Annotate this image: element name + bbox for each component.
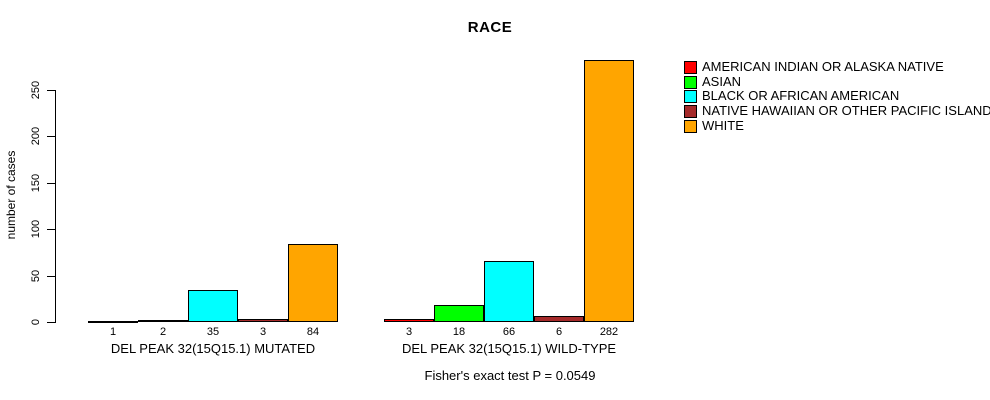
bar [138,320,188,322]
bar-value-label: 18 [452,326,466,338]
bar [238,319,288,322]
bar-value-label: 6 [555,326,563,338]
legend-swatch [684,75,697,89]
legend-label: BLACK OR AFRICAN AMERICAN [702,88,900,104]
bar [288,244,338,322]
y-axis-tick [47,136,55,138]
group-label: DEL PEAK 32(15Q15.1) WILD-TYPE [401,341,617,356]
bar-value-label: 84 [306,326,320,338]
y-axis-line [55,90,56,323]
bar [534,316,584,322]
bar [484,261,534,322]
legend-label: NATIVE HAWAIIAN OR OTHER PACIFIC ISLANDE… [702,103,990,119]
legend-label: AMERICAN INDIAN OR ALASKA NATIVE [702,59,944,74]
y-axis-tick [47,182,55,184]
chart-title: RACE [467,19,513,36]
bar [188,290,238,322]
bar-value-label: 1 [109,326,117,338]
legend-label: ASIAN [702,73,742,89]
bar [384,319,434,322]
legend-swatch [684,90,697,104]
bar [434,305,484,322]
fisher-test-annotation: Fisher's exact test P = 0.0549 [424,368,596,383]
legend-label: WHITE [702,117,744,133]
y-axis-tick [47,275,55,277]
bar-value-label: 3 [259,326,267,338]
legend-swatch [684,61,697,74]
bar [584,60,634,322]
bar-value-label: 282 [599,326,619,338]
group-label: DEL PEAK 32(15Q15.1) MUTATED [110,341,316,356]
bar-value-label: 35 [206,326,220,338]
y-axis-tick [47,90,55,91]
y-axis-tick [47,229,55,231]
y-axis-tick [47,322,55,323]
legend-swatch [684,119,697,133]
bar [88,321,138,323]
bar-value-label: 2 [159,326,167,338]
bar-value-label: 66 [502,326,516,338]
bar-value-label: 3 [405,326,413,338]
legend-swatch [684,105,697,119]
